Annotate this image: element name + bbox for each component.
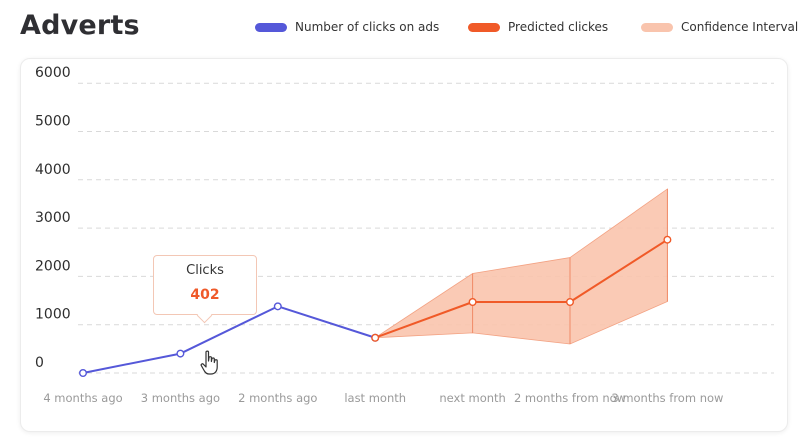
y-tick-label: 2000: [35, 258, 71, 274]
data-tooltip: Clicks 402: [153, 255, 257, 315]
predicted-data-point: [566, 297, 575, 306]
legend-label-predicted: Predicted clickes: [508, 20, 609, 34]
y-tick-label: 4000: [35, 162, 71, 178]
x-tick-label: 3 months ago: [141, 391, 220, 405]
y-tick-label: 6000: [35, 65, 71, 81]
legend-swatch-clicks: [255, 22, 287, 32]
x-tick-label: 2 months ago: [238, 391, 317, 405]
y-tick-label: 0: [35, 355, 44, 371]
x-tick-label: 2 months from now: [514, 391, 626, 405]
predicted-data-point: [371, 333, 380, 342]
tooltip-value: 402: [190, 287, 220, 303]
y-tick-label: 1000: [35, 307, 71, 323]
x-tick-label: 4 months ago: [43, 391, 122, 405]
legend-item-confidence[interactable]: Confidence Interval: [641, 20, 798, 34]
legend-swatch-confidence: [641, 22, 673, 32]
hand-pointer-icon: [200, 350, 218, 375]
predicted-data-point: [468, 297, 477, 306]
clicks-data-point: [273, 302, 282, 311]
y-tick-label: 5000: [35, 114, 71, 130]
legend-item-predicted[interactable]: Predicted clickes: [468, 20, 608, 34]
chart-legend: Number of clicks on ads Predicted clicke…: [0, 20, 803, 40]
predicted-series-line: [374, 238, 668, 339]
x-tick-label: 3 months from now: [611, 391, 723, 405]
clicks-data-point: [78, 369, 87, 378]
legend-label-clicks: Number of clicks on ads: [295, 20, 440, 34]
clicks-data-point: [176, 349, 185, 358]
legend-label-confidence: Confidence Interval: [681, 20, 799, 34]
x-tick-label: next month: [439, 391, 505, 405]
page-title: Adverts: [20, 10, 140, 41]
legend-item-clicks[interactable]: Number of clicks on ads: [255, 20, 439, 34]
tooltip-title: Clicks: [186, 263, 224, 278]
y-tick-label: 3000: [35, 210, 71, 226]
legend-swatch-predicted: [468, 22, 500, 32]
clicks-series-line: [82, 305, 376, 374]
x-tick-label: last month: [344, 391, 406, 405]
predicted-data-point: [663, 235, 672, 244]
